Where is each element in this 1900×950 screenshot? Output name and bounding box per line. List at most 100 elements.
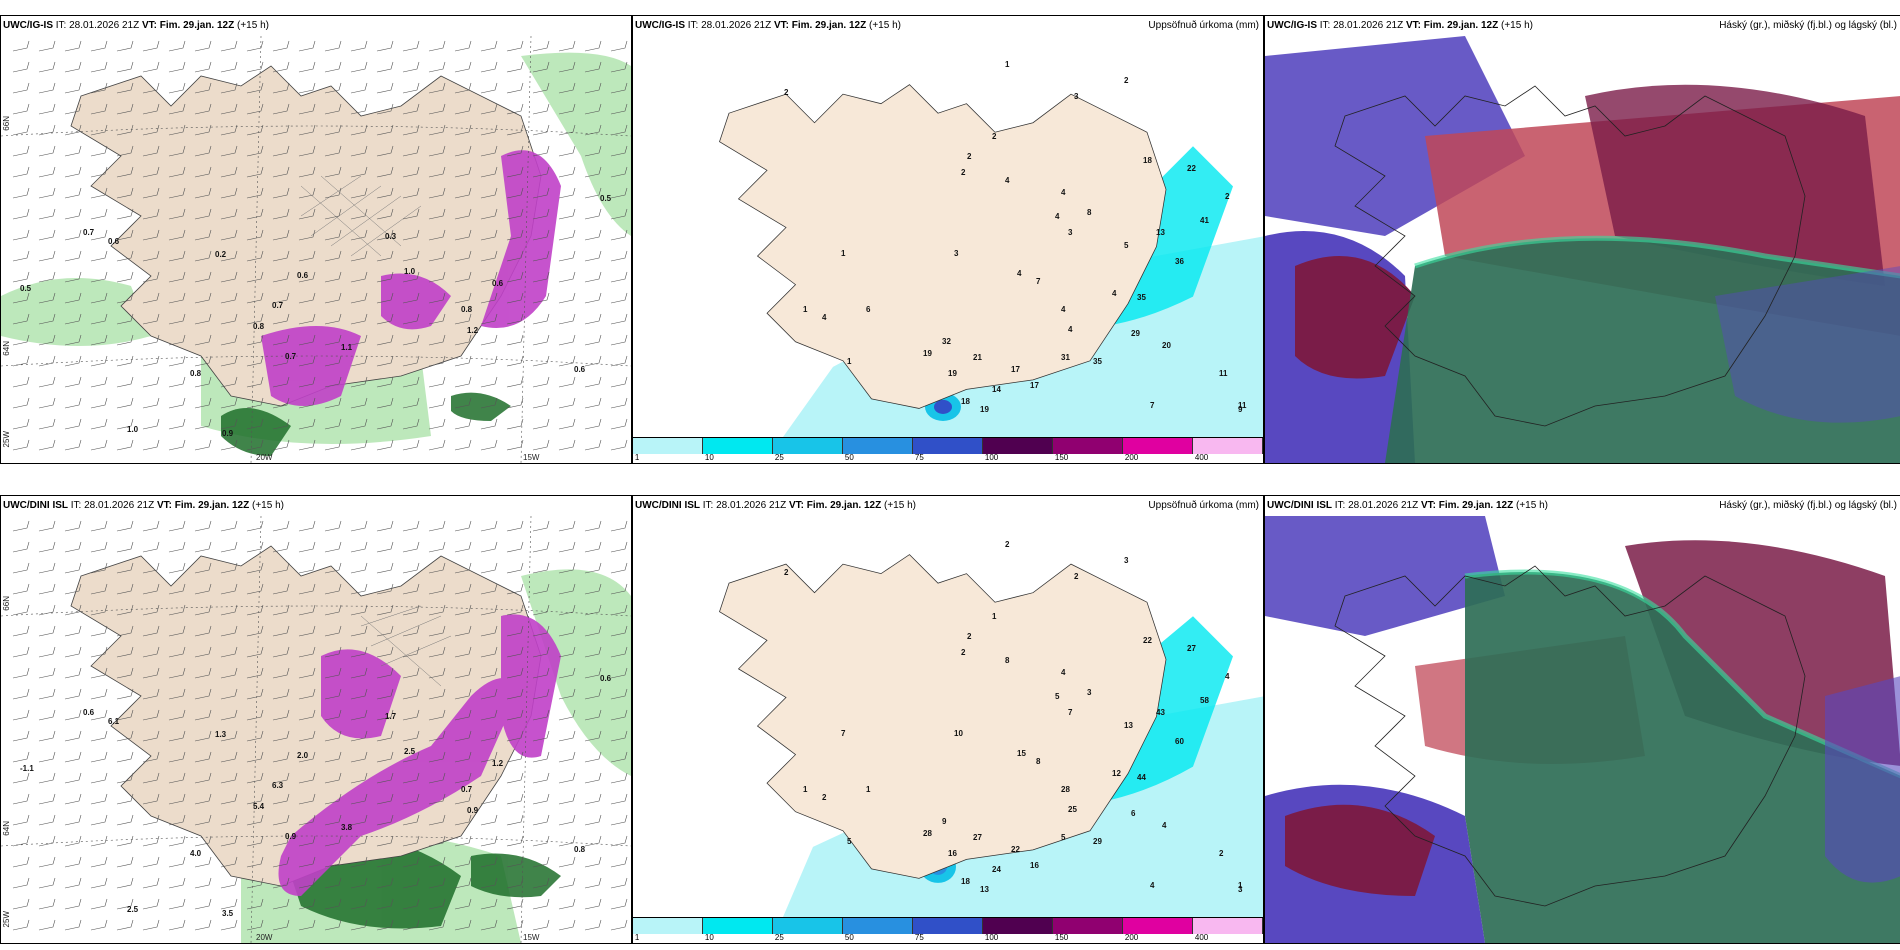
vt-label: VT:: [788, 500, 804, 511]
wind-barb: [558, 397, 576, 409]
wind-barb: [142, 667, 160, 679]
wind-barb: [38, 250, 56, 262]
wind-barb: [272, 793, 290, 805]
wind-value-label: 1.2: [467, 326, 479, 335]
wind-barb: [376, 334, 394, 346]
wind-barb: [324, 730, 342, 742]
wind-barb: [350, 187, 368, 199]
wind-barb: [220, 751, 238, 763]
wind-barb: [610, 40, 628, 52]
wind-barb: [610, 898, 628, 910]
wind-barb: [610, 814, 628, 826]
wind-barb: [558, 583, 576, 595]
wind-barb: [584, 376, 602, 388]
precip-map[interactable]: [633, 36, 1263, 437]
wind-barb: [584, 562, 602, 574]
wind-barb: [272, 40, 290, 52]
wind-barb: [194, 376, 212, 388]
wind-barb: [532, 814, 550, 826]
wind-barb: [168, 145, 186, 157]
wind-barb: [454, 40, 472, 52]
wind-barb: [376, 208, 394, 220]
wind-barb: [38, 835, 56, 847]
wind-barb: [558, 187, 576, 199]
wind-barb: [90, 625, 108, 637]
wind-barb: [272, 541, 290, 553]
wind-barb: [350, 439, 368, 451]
wind-value-label: 1.7: [385, 712, 397, 721]
wind-panel-row2: UWC/DINI ISL IT: 28.01.2026 21Z VT: Fim.…: [0, 495, 632, 944]
wind-barb: [454, 688, 472, 700]
wind-barb: [90, 520, 108, 532]
wind-barb: [12, 40, 30, 52]
wind-barb: [220, 250, 238, 262]
wind-map[interactable]: [1, 36, 631, 463]
wind-barb: [454, 583, 472, 595]
wind-barb: [168, 919, 186, 931]
wind-barb: [350, 334, 368, 346]
wind-barb: [480, 82, 498, 94]
wind-barb: [506, 334, 524, 346]
wind-barb: [246, 187, 264, 199]
precip-value-label: 12: [1112, 769, 1121, 778]
wind-barb: [64, 625, 82, 637]
wind-barb: [532, 520, 550, 532]
wind-barb: [376, 730, 394, 742]
precip-value-label: 27: [1187, 644, 1196, 653]
precip-value-label: 2: [822, 793, 827, 802]
cloud-map[interactable]: [1265, 36, 1900, 463]
it-label: IT:: [702, 500, 714, 511]
wind-barb: [220, 625, 238, 637]
wind-map[interactable]: [1, 516, 631, 943]
precip-value-label: 58: [1200, 696, 1209, 705]
wind-barb: [12, 82, 30, 94]
wind-barb: [532, 271, 550, 283]
wind-barb: [38, 793, 56, 805]
wind-barb: [12, 520, 30, 532]
cloud-map[interactable]: [1265, 516, 1900, 943]
wind-barb: [402, 355, 420, 367]
wind-barb: [376, 313, 394, 325]
precip-value-label: 11: [1219, 369, 1228, 378]
wind-barb: [168, 688, 186, 700]
precip-map[interactable]: [633, 516, 1263, 917]
precip-value-label: 19: [980, 405, 989, 414]
model-name: UWC/DINI ISL: [635, 500, 700, 511]
wind-barb: [610, 667, 628, 679]
wind-barb: [246, 751, 264, 763]
wind-barb: [376, 145, 394, 157]
wind-barb: [116, 313, 134, 325]
wind-barb: [272, 667, 290, 679]
wind-barb: [350, 709, 368, 721]
wind-barb: [506, 541, 524, 553]
wind-barb: [324, 376, 342, 388]
wind-barb: [194, 541, 212, 553]
wind-barb: [324, 772, 342, 784]
wind-barb: [90, 919, 108, 931]
wind-barb: [168, 751, 186, 763]
wind-barb: [298, 376, 316, 388]
wind-barb: [402, 418, 420, 430]
wind-barb: [480, 355, 498, 367]
wind-barb: [532, 877, 550, 889]
wind-barb: [350, 397, 368, 409]
precip-value-label: 16: [948, 849, 957, 858]
wind-barb: [116, 625, 134, 637]
wind-barb: [38, 187, 56, 199]
legend-tick: 200: [1124, 453, 1139, 462]
wind-barb: [532, 919, 550, 931]
wind-barb: [350, 730, 368, 742]
wind-barb: [402, 166, 420, 178]
wind-barb: [116, 397, 134, 409]
legend-swatch: [633, 438, 703, 454]
wind-barb: [12, 877, 30, 889]
wind-barb: [194, 355, 212, 367]
wind-barb: [428, 709, 446, 721]
precip-value-label: 35: [1137, 293, 1146, 302]
wind-barb: [506, 418, 524, 430]
wind-barb: [610, 562, 628, 574]
wind-barb: [142, 82, 160, 94]
wind-barb: [194, 250, 212, 262]
precip-value-label: 18: [1143, 156, 1152, 165]
wind-barb: [376, 604, 394, 616]
